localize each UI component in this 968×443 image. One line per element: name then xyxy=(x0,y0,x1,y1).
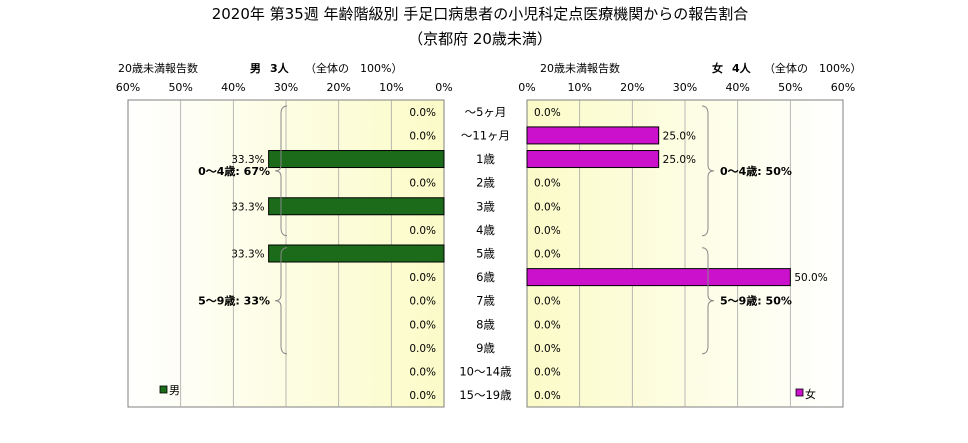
male-value-label: 0.0% xyxy=(409,367,436,379)
female-value-label: 0.0% xyxy=(534,107,561,119)
female-value-label: 0.0% xyxy=(534,249,561,261)
female-value-label: 0.0% xyxy=(534,367,561,379)
female-value-label: 25.0% xyxy=(663,154,696,166)
category-label: 2歳 xyxy=(476,176,495,190)
left-tick-label: 0% xyxy=(435,81,452,94)
female-value-label: 0.0% xyxy=(534,201,561,213)
male-bar xyxy=(268,150,445,169)
male-value-label: 0.0% xyxy=(409,343,436,355)
category-label: 3歳 xyxy=(476,199,495,213)
male-group-label: 0～4歳: 67% xyxy=(198,164,270,178)
left-tick-label: 30% xyxy=(274,81,298,94)
chart-title-line2: （京都府 20歳未満） xyxy=(408,30,552,48)
category-label: ～11ヶ月 xyxy=(461,128,510,142)
left-tick-label: 10% xyxy=(379,81,403,94)
male-value-label: 0.0% xyxy=(409,296,436,308)
left-header-total: （全体の 100%） xyxy=(305,61,402,75)
right-header-label: 20歳未満報告数 xyxy=(540,62,620,75)
male-value-label: 33.3% xyxy=(231,154,264,166)
legend-label-female: 女 xyxy=(805,387,816,401)
right-tick-label: 50% xyxy=(778,81,802,94)
female-value-label: 0.0% xyxy=(534,225,561,237)
female-bar xyxy=(526,126,660,145)
male-value-label: 0.0% xyxy=(409,130,436,142)
right-header-total: （全体の 100%） xyxy=(764,61,861,75)
category-label: 9歳 xyxy=(476,341,495,355)
category-label: 7歳 xyxy=(476,294,495,308)
female-group-label: 5～9歳: 50% xyxy=(720,294,792,308)
right-header-sex: 女 xyxy=(712,61,723,75)
right-tick-label: 60% xyxy=(831,81,855,94)
category-label: 15～19歳 xyxy=(459,388,512,402)
category-label: 8歳 xyxy=(476,317,495,331)
left-tick-label: 20% xyxy=(326,81,350,94)
female-group-brace xyxy=(701,247,715,355)
category-label: 5歳 xyxy=(476,247,495,261)
legend-swatch-male xyxy=(159,385,168,394)
female-value-label: 0.0% xyxy=(534,343,561,355)
left-tick-label: 60% xyxy=(116,81,140,94)
category-label: 6歳 xyxy=(476,270,495,284)
male-bar xyxy=(268,197,445,216)
male-group-brace xyxy=(274,105,288,237)
male-value-label: 33.3% xyxy=(231,201,264,213)
right-tick-label: 20% xyxy=(620,81,644,94)
left-header-sex: 男 xyxy=(250,62,261,75)
male-value-label: 0.0% xyxy=(409,319,436,331)
right-header-count: 4人 xyxy=(732,61,752,75)
male-value-label: 0.0% xyxy=(409,107,436,119)
category-label: 1歳 xyxy=(476,152,495,166)
male-value-label: 33.3% xyxy=(231,249,264,261)
left-tick-label: 50% xyxy=(168,81,192,94)
male-group-brace xyxy=(274,247,288,355)
right-tick-label: 10% xyxy=(567,81,591,94)
female-value-label: 0.0% xyxy=(534,390,561,402)
female-group-brace xyxy=(701,105,715,237)
male-value-label: 0.0% xyxy=(409,178,436,190)
left-tick-label: 40% xyxy=(221,81,245,94)
female-value-label: 0.0% xyxy=(534,178,561,190)
male-value-label: 0.0% xyxy=(409,390,436,402)
left-header-label: 20歳未満報告数 xyxy=(118,62,198,75)
female-group-label: 0～4歳: 50% xyxy=(720,164,792,178)
right-tick-label: 30% xyxy=(673,81,697,94)
right-tick-label: 0% xyxy=(518,81,535,94)
female-bar xyxy=(526,150,660,169)
category-label: ～5ヶ月 xyxy=(465,105,507,119)
female-value-label: 0.0% xyxy=(534,296,561,308)
legend-label-male: 男 xyxy=(169,384,180,397)
category-label: 10～14歳 xyxy=(459,365,512,379)
male-group-label: 5～9歳: 33% xyxy=(198,294,270,308)
left-header-count: 3人 xyxy=(270,61,290,75)
legend-swatch-female xyxy=(795,388,804,397)
right-tick-label: 40% xyxy=(725,81,749,94)
female-bar xyxy=(526,268,791,287)
female-value-label: 0.0% xyxy=(534,319,561,331)
chart-title-line1: 2020年 第35週 年齢階級別 手足口病患者の小児科定点医療機関からの報告割合 xyxy=(212,5,749,23)
male-value-label: 0.0% xyxy=(409,225,436,237)
female-value-label: 25.0% xyxy=(663,130,696,142)
female-value-label: 50.0% xyxy=(794,272,827,284)
male-bar xyxy=(268,244,445,263)
category-label: 4歳 xyxy=(476,223,495,237)
male-value-label: 0.0% xyxy=(409,272,436,284)
